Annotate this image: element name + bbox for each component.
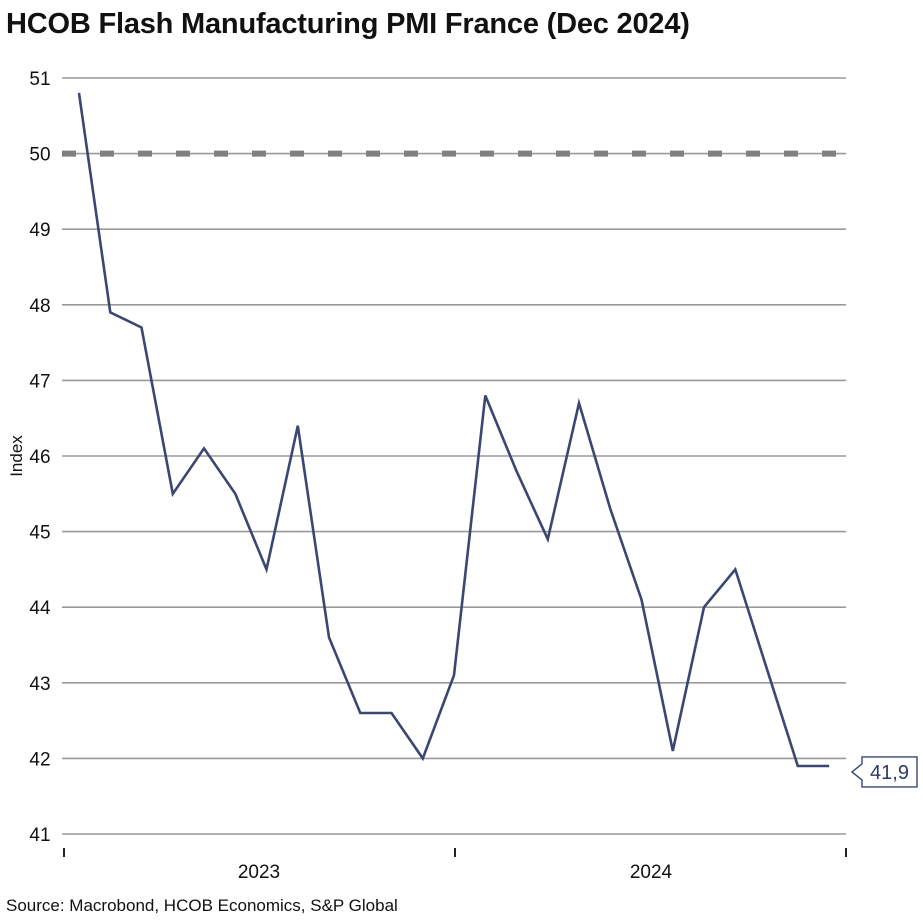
y-tick-label-49: 49 [29,220,50,241]
x-tick-label-2024: 2024 [630,862,673,883]
y-axis-tick-labels: 41 42 43 44 45 46 47 48 49 50 51 [29,69,51,846]
data-point-2023-05 [234,493,236,495]
data-point-2023-02 [141,326,142,328]
data-point-2024-09 [734,568,736,570]
data-point-2024-11 [797,765,799,767]
y-tick-label-44: 44 [29,598,51,619]
data-point-2024-06 [641,599,642,601]
y-tick-label-45: 45 [29,523,50,544]
data-point-2023-04 [203,447,205,449]
source-note: Source: Macrobond, HCOB Economics, S&P G… [6,896,398,915]
data-point-2024-10 [766,667,767,669]
data-point-2023-01 [109,311,111,313]
x-tick-label-2023: 2023 [238,862,280,883]
y-axis-label: Index [7,435,26,477]
data-point-2023-03 [172,493,174,495]
data-point-2024-07 [672,750,674,752]
data-point-2023-07 [297,425,299,427]
data-point-2024-01 [484,395,486,397]
x-axis: 2023 2024 [63,848,847,883]
y-tick-label-50: 50 [29,145,50,166]
last-value-callout: 41,9 [850,756,918,788]
data-point-2024-12 [828,765,830,767]
data-point-2023-08 [328,636,330,638]
data-point-2023-11 [422,757,424,759]
y-tick-label-51: 51 [29,69,50,90]
data-point-2024-08 [703,606,705,608]
data-point-2024-04 [578,402,580,404]
data-point-2024-02 [516,470,517,472]
data-point-2023-12 [453,674,455,676]
y-tick-label-42: 42 [29,749,50,770]
data-point-2024-05 [609,508,611,510]
series-line [77,92,830,768]
line-chart: 41 42 43 44 45 46 47 48 49 50 51 2023 2024 41,9 Ind… [7,69,918,883]
y-tick-label-43: 43 [29,674,50,695]
data-point-2023-06 [266,568,267,570]
y-tick-label-48: 48 [29,296,50,317]
y-tick-label-41: 41 [29,825,50,846]
gridlines [62,77,846,835]
series-line-0 [77,92,829,768]
callout-box [850,756,918,788]
data-point-2023-10 [391,712,392,714]
callout-value-label: 41,9 [870,762,909,784]
data-point-2024-03 [547,538,549,540]
data-point-2022-12 [78,92,80,94]
y-tick-label-46: 46 [29,447,50,468]
y-tick-label-47: 47 [29,371,50,392]
chart-title: HCOB Flash Manufacturing PMI France (Dec… [6,8,690,40]
data-point-2023-09 [359,712,361,714]
